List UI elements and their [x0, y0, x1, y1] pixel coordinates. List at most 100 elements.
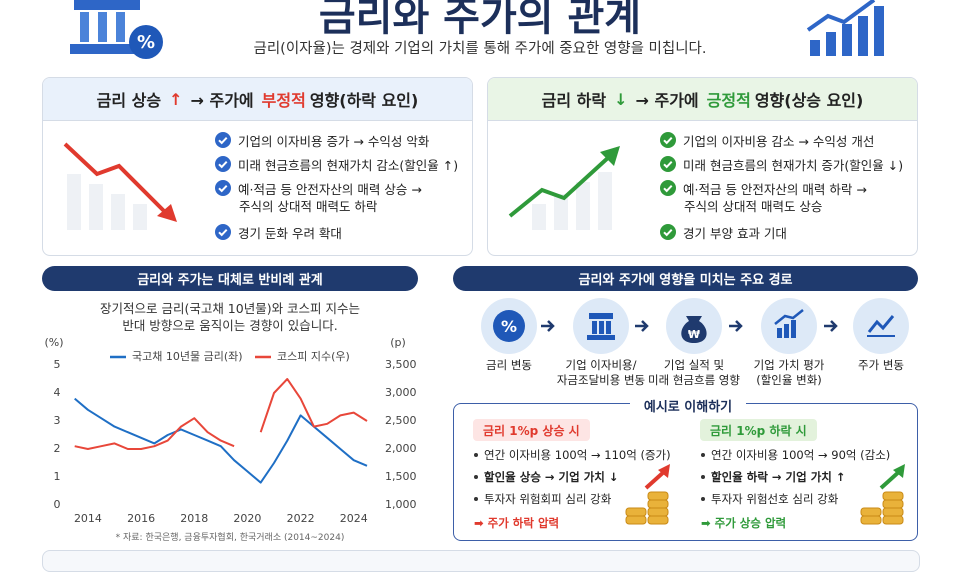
y2-axis-label: (p) — [390, 336, 406, 349]
example-tag: 금리 1%p 하락 시 — [700, 419, 817, 441]
svg-text:%: % — [137, 32, 155, 53]
y-tick-label: 5 — [54, 358, 61, 371]
glyph-part: ₩ — [688, 328, 700, 341]
line-chart: (%) (p) 0 1 2 3 4 5 1,000 1,500 2,000 2,500 3,000 3,5… — [44, 336, 417, 525]
heading-emphasis: 부정적 — [261, 91, 306, 110]
heading-part: → 주가에 — [635, 91, 699, 110]
y-tick-label: 2 — [54, 442, 61, 455]
check-circle — [660, 132, 676, 148]
heading-part: 영향(상승 요인) — [754, 91, 864, 110]
check-circle — [215, 132, 231, 148]
bullet: 기업의 이자비용 감소 → 수익성 개선 — [660, 128, 903, 152]
y-axis-label: (%) — [44, 336, 63, 349]
bullet-text: 기업의 이자비용 증가 → 수익성 악화 — [238, 133, 430, 149]
check-mark — [663, 161, 673, 169]
bottom-strip — [42, 550, 920, 572]
rate-fall-card: 금리 하락 ↓ → 주가에 긍정적 영향(상승 요인) 기업의 이자비용 감소 … — [487, 77, 918, 256]
check-icon — [215, 156, 231, 172]
y2-tick-label: 3,000 — [385, 386, 417, 399]
x-tick-label: 2018 — [180, 512, 208, 525]
check-mark — [218, 137, 228, 145]
check-mark — [218, 161, 228, 169]
check-icon — [660, 224, 676, 240]
coins-up-icon — [860, 464, 905, 525]
check-circle — [660, 180, 676, 196]
x-tick-label: 2020 — [233, 512, 261, 525]
bullet: 예·적금 등 안전자산의 매력 하락 → — [660, 176, 903, 200]
series-line — [74, 378, 368, 450]
section-heading: 금리와 주가는 대체로 반비례 관계 — [42, 266, 418, 291]
x-tick-label: 2024 — [340, 512, 368, 525]
example-item: 투자자 위험회피 심리 강화 — [474, 488, 671, 510]
example-result: ➡ 주가 하락 압력 — [474, 516, 560, 530]
bullet-text: 경기 부양 효과 기대 — [683, 225, 787, 241]
x-tick-label: 2016 — [127, 512, 155, 525]
bullet-text: 예·적금 등 안전자산의 매력 하락 → — [683, 181, 867, 197]
glyph-part — [681, 316, 707, 343]
step-label: 기업 가치 평가 (할인율 변화) — [734, 358, 844, 388]
legend-label: 국고채 10년물 금리(좌) — [132, 350, 243, 363]
check-icon — [660, 156, 676, 172]
coins-down-icon — [625, 464, 670, 525]
y-tick-label: 3 — [54, 414, 61, 427]
growth-icon — [806, 0, 884, 56]
glyph-part — [791, 320, 796, 338]
step-line: 기업 이자비용/ — [565, 358, 637, 372]
y2-tick-label: 2,500 — [385, 414, 417, 427]
check-circle — [660, 224, 676, 240]
example-item: 연간 이자비용 100억 → 90억 (감소) — [701, 444, 890, 466]
subtitle: 금리(이자율)는 경제와 기업의 가치를 통해 주가에 중요한 영향을 미칩니다… — [253, 41, 707, 57]
glyph-part: % — [501, 317, 517, 336]
example-list: 연간 이자비용 100억 → 110억 (증가) 할인율 상승 → 기업 가치 ↓… — [474, 444, 671, 534]
y-tick-label: 1 — [54, 470, 61, 483]
example-item: 연간 이자비용 100억 → 110억 (증가) — [474, 444, 671, 466]
x-tick-label: 2022 — [287, 512, 315, 525]
glyph-part — [587, 335, 615, 340]
check-mark — [663, 137, 673, 145]
glyph-part — [606, 321, 611, 334]
bullet: 기업의 이자비용 증가 → 수익성 악화 — [215, 128, 458, 152]
decline-illustration — [63, 142, 177, 230]
bullet-text: 주식의 상대적 매력도 하락 — [239, 198, 378, 214]
bullet-text: 예·적금 등 안전자산의 매력 상승 → — [238, 181, 422, 197]
process-icons — [541, 320, 838, 332]
description-line: 장기적으로 금리(국고채 10년물)와 코스피 지수는 — [99, 301, 361, 316]
example-result: ➡ 주가 상승 압력 — [701, 516, 787, 530]
glyph-part — [777, 328, 782, 338]
process-steps: 금리 변동 기업 이자비용/자금조달비용 변동 기업 실적 및 미래 현금흐름 영향 기… — [453, 296, 918, 388]
heading-part: 영향(하락 요인) — [309, 91, 419, 110]
growth-illustration — [508, 146, 620, 230]
y-tick-label: 4 — [54, 386, 61, 399]
bullet-text: 미래 현금흐름의 현재가치 증가(할인율 ↓) — [683, 157, 904, 173]
check-circle — [215, 180, 231, 196]
check-circle — [215, 156, 231, 172]
bullet: 경기 부양 효과 기대 — [660, 220, 903, 244]
check-icon — [215, 132, 231, 148]
glyph-part — [589, 313, 613, 319]
heading-part: 금리 하락 — [541, 91, 607, 110]
heading-part: 금리 상승 — [96, 91, 162, 110]
check-mark — [663, 229, 673, 237]
glyph-part — [493, 310, 525, 342]
check-icon — [215, 224, 231, 240]
card-heading: 금리 하락 ↓ → 주가에 긍정적 영향(상승 요인) — [488, 78, 917, 121]
step-line: 주가 변동 — [858, 358, 904, 372]
y2-tick-label: 3,500 — [385, 358, 417, 371]
bullet-text: 기업의 이자비용 감소 → 수익성 개선 — [683, 133, 875, 149]
bullet: 주식의 상대적 매력도 하락 — [215, 196, 458, 214]
source-note: * 자료: 한국은행, 금융투자협회, 한국거래소 (2014~2024) — [115, 533, 345, 543]
description-line: 반대 방향으로 움직이는 경향이 있습니다. — [122, 318, 338, 333]
check-mark — [218, 185, 228, 193]
bank-icon: % — [70, 0, 163, 59]
series-line — [74, 397, 368, 484]
card-heading: 금리 상승 ↑ → 주가에 부정적 영향(하락 요인) — [43, 78, 472, 121]
glyph-part — [592, 321, 597, 334]
bullet-text: 경기 둔화 우려 확대 — [238, 225, 342, 241]
step-glyphs: % ₩ — [493, 309, 895, 343]
glyph-part — [774, 309, 804, 325]
check-circle — [215, 224, 231, 240]
step-line: (할인율 변화) — [756, 373, 822, 387]
step-label: 기업 이자비용/자금조달비용 변동 — [546, 358, 656, 388]
heading-part: → 주가에 — [190, 91, 254, 110]
